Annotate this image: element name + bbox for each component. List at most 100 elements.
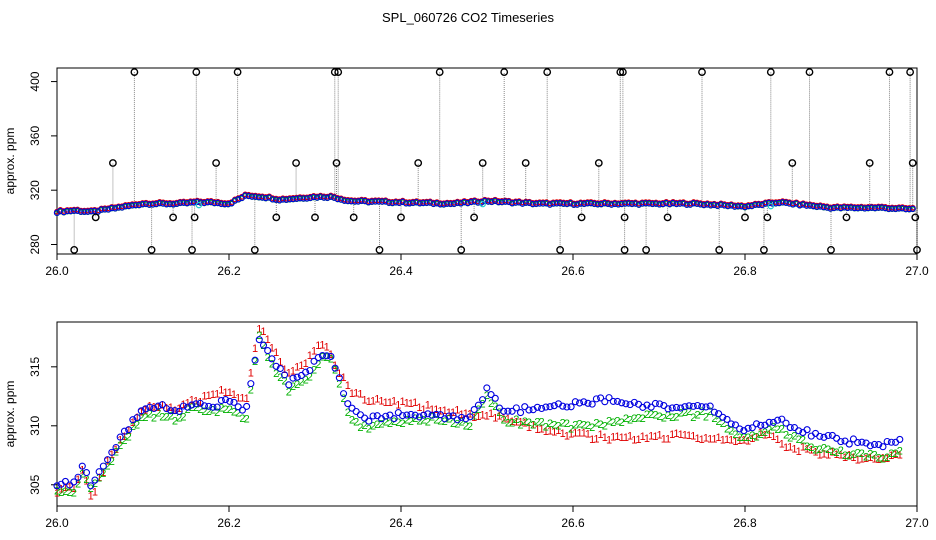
baseline-point-3 bbox=[601, 199, 608, 207]
series-2-point: 2 bbox=[657, 411, 663, 423]
baseline-point-3 bbox=[806, 202, 814, 209]
series-3-point bbox=[533, 403, 541, 411]
series-3-point bbox=[61, 477, 69, 485]
series-1-point: 1 bbox=[88, 490, 94, 502]
series-1-point: 1 bbox=[728, 434, 734, 446]
series-3-point bbox=[719, 413, 727, 421]
baseline-point-3 bbox=[847, 204, 855, 211]
series-1-point: 1 bbox=[121, 431, 127, 443]
series-2-point: 2 bbox=[164, 412, 170, 424]
series-2-point: 2 bbox=[766, 425, 772, 437]
baseline-point-3 bbox=[882, 204, 889, 212]
baseline-point-3 bbox=[697, 201, 704, 208]
baseline-point-3 bbox=[351, 198, 358, 205]
series-2-point: 2 bbox=[467, 421, 473, 433]
series-3-point bbox=[415, 413, 423, 421]
series-1-point: 1 bbox=[555, 425, 561, 437]
series-1-point: 1 bbox=[821, 448, 827, 460]
top-panel: 26.0 26.2 26.4 26.6 26.8 27.0 280 320 360 400 appr… bbox=[3, 67, 929, 278]
series-2-point: 2 bbox=[509, 418, 515, 430]
baseline-point-3 bbox=[560, 200, 567, 207]
baseline-point-3 bbox=[159, 200, 167, 207]
series-3-point bbox=[78, 462, 86, 470]
series-2-point: 2 bbox=[273, 368, 279, 380]
series-3-point bbox=[470, 405, 478, 414]
series-2-point: 2 bbox=[652, 409, 658, 421]
outlier-point bbox=[885, 68, 894, 76]
series-2-point: 2 bbox=[79, 468, 85, 480]
baseline-point-3 bbox=[550, 200, 557, 207]
series-3-point bbox=[209, 403, 217, 411]
series-1-point: 1 bbox=[425, 399, 431, 411]
series-2-point: 2 bbox=[585, 420, 591, 432]
baseline-point-3 bbox=[734, 202, 742, 210]
series-3-point bbox=[255, 336, 263, 344]
outlier-point bbox=[91, 213, 100, 222]
baseline-point-3 bbox=[721, 201, 728, 209]
baseline-point-3 bbox=[437, 200, 444, 208]
series-1-point: 1 bbox=[391, 396, 397, 408]
series-2-point: 2 bbox=[484, 390, 490, 402]
series-1-point: 1 bbox=[235, 393, 241, 405]
baseline-point-3 bbox=[906, 205, 913, 213]
series-2-point: 2 bbox=[345, 407, 351, 419]
y-axis-label: approx. ppm bbox=[3, 128, 17, 195]
cyan-point bbox=[767, 202, 775, 210]
series-1-point: 1 bbox=[412, 397, 418, 409]
series-2-point: 2 bbox=[362, 420, 368, 432]
baseline-point-3 bbox=[710, 201, 718, 208]
series-1-point: 1 bbox=[336, 368, 342, 380]
outlier-point bbox=[741, 213, 749, 222]
series-1-point: 1 bbox=[593, 434, 599, 446]
series-1-point: 1 bbox=[395, 399, 401, 411]
baseline-point-3 bbox=[406, 199, 413, 207]
series-3-point bbox=[774, 416, 782, 424]
baseline-point-3 bbox=[317, 193, 324, 200]
baseline-point-3 bbox=[132, 201, 139, 209]
series-3-point bbox=[710, 408, 718, 416]
series-3-point bbox=[748, 424, 756, 432]
series-1-point: 1 bbox=[732, 436, 738, 448]
series-2-point: 2 bbox=[252, 356, 258, 368]
baseline-point-3 bbox=[522, 199, 530, 206]
series-3-point bbox=[276, 364, 284, 373]
series-3-point bbox=[824, 431, 832, 440]
series-2-point: 2 bbox=[332, 364, 338, 376]
baseline-point-3 bbox=[632, 200, 639, 207]
y-tick-label: 315 bbox=[28, 356, 42, 376]
outlier-point bbox=[715, 246, 724, 254]
plot-frame bbox=[56, 321, 918, 507]
series-1-point: 1 bbox=[471, 412, 477, 424]
series-3-point bbox=[668, 404, 676, 412]
series-1-point: 1 bbox=[513, 416, 519, 428]
series-3-point bbox=[698, 403, 706, 411]
baseline-point-3 bbox=[98, 206, 105, 213]
baseline-point-3 bbox=[611, 200, 619, 207]
baseline-point-3 bbox=[392, 199, 400, 206]
series-2-point: 2 bbox=[227, 404, 233, 416]
series-3-point bbox=[483, 384, 491, 392]
outlier-point bbox=[311, 213, 319, 222]
baseline-point-3 bbox=[327, 193, 335, 200]
series-3-point bbox=[390, 415, 398, 423]
series-2-point: 2 bbox=[737, 432, 743, 444]
series-1-point: 1 bbox=[568, 429, 574, 441]
series-3-point bbox=[622, 400, 630, 408]
series-1-point: 1 bbox=[244, 393, 250, 405]
series-3-point bbox=[398, 412, 407, 420]
series-2-point: 2 bbox=[534, 416, 540, 428]
series-2-point: 2 bbox=[408, 416, 414, 428]
series-1-point: 1 bbox=[416, 402, 422, 414]
series-1-point: 1 bbox=[893, 449, 899, 461]
series-2-point: 2 bbox=[488, 398, 494, 410]
series-2-point: 2 bbox=[206, 406, 212, 418]
series-2-point: 2 bbox=[539, 417, 545, 429]
y-tick-label: 400 bbox=[28, 71, 42, 91]
baseline-point-3 bbox=[704, 201, 711, 208]
series-3-point bbox=[500, 407, 508, 415]
outlier-point bbox=[397, 213, 405, 222]
series-1-point: 1 bbox=[707, 434, 713, 446]
series-3-point bbox=[664, 405, 672, 413]
series-3-point bbox=[369, 412, 377, 420]
baseline-point-3 bbox=[731, 203, 738, 210]
